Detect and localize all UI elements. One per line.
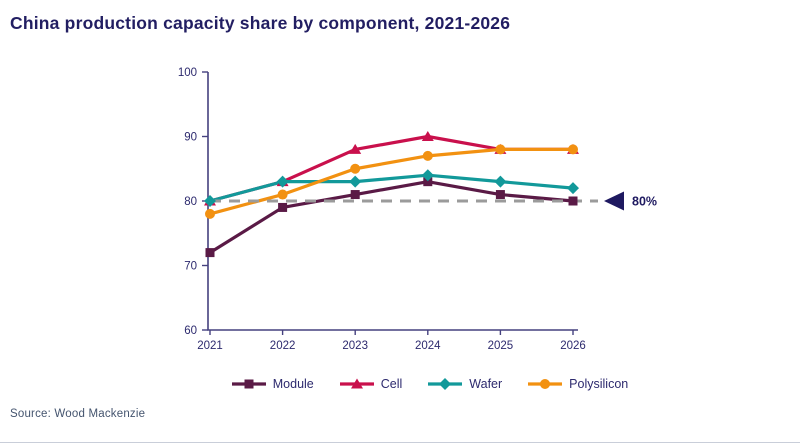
data-point-polysilicon-2025 [495,144,506,155]
legend-label: Wafer [469,377,503,391]
x-tick-label: 2021 [197,340,223,352]
data-point-polysilicon-2022 [277,189,288,200]
legend-label: Module [272,377,314,391]
chart-title: China production capacity share by compo… [10,13,511,33]
series-line-polysilicon [209,147,573,216]
series-line-cell [209,134,573,203]
data-point-wafer-2021 [204,195,216,207]
legend-item-wafer: Wafer [428,377,502,391]
x-tick-label: 2024 [415,340,441,352]
chart-legend: Module Cell Wafer Polysilicon [130,373,730,395]
legend-item-cell: Cell [339,377,403,391]
data-point-polysilicon-2023 [350,163,361,174]
data-point-cell-2023 [349,143,362,154]
polysilicon-line-marker-icon [528,377,563,391]
data-point-cell-2024 [421,131,434,141]
data-point-wafer-2026 [567,182,579,195]
data-point-polysilicon-2024 [422,150,433,161]
data-point-polysilicon-2026 [568,144,578,155]
x-tick-label: 2026 [560,340,586,352]
data-point-module-2022 [278,202,288,212]
data-point-wafer-2022 [276,175,289,188]
legend-item-module: Module [231,377,314,391]
x-tick-label: 2023 [342,340,368,352]
data-point-module-2026 [568,196,578,206]
data-point-wafer-2025 [494,175,507,188]
y-tick-label: 70 [184,261,197,273]
series-line-module [209,180,574,254]
x-tick-label: 2022 [270,340,296,352]
data-point-module-2021 [205,248,215,258]
cell-line-marker-icon [339,377,374,391]
reference-line-label: 80% [632,195,657,209]
x-tick-label: 2025 [488,340,514,352]
data-point-module-2025 [495,190,505,200]
legend-label: Cell [380,377,403,391]
module-line-marker-icon [231,377,266,391]
arrow-left-icon [604,191,624,211]
y-tick-label: 100 [178,67,197,79]
data-point-polysilicon-2021 [205,208,215,219]
legend-label: Polysilicon [569,377,629,391]
legend-item-polysilicon: Polysilicon [528,377,628,391]
data-point-wafer-2024 [421,169,434,182]
y-tick-label: 60 [184,325,197,337]
y-tick-label: 80 [184,196,197,208]
y-tick-label: 90 [184,132,197,144]
data-point-module-2024 [423,177,433,187]
data-point-wafer-2023 [349,175,362,188]
data-point-module-2023 [350,190,360,200]
source-text: Source: Wood Mackenzie [10,408,146,420]
series-line-wafer [209,173,574,203]
wafer-line-marker-icon [428,377,463,391]
